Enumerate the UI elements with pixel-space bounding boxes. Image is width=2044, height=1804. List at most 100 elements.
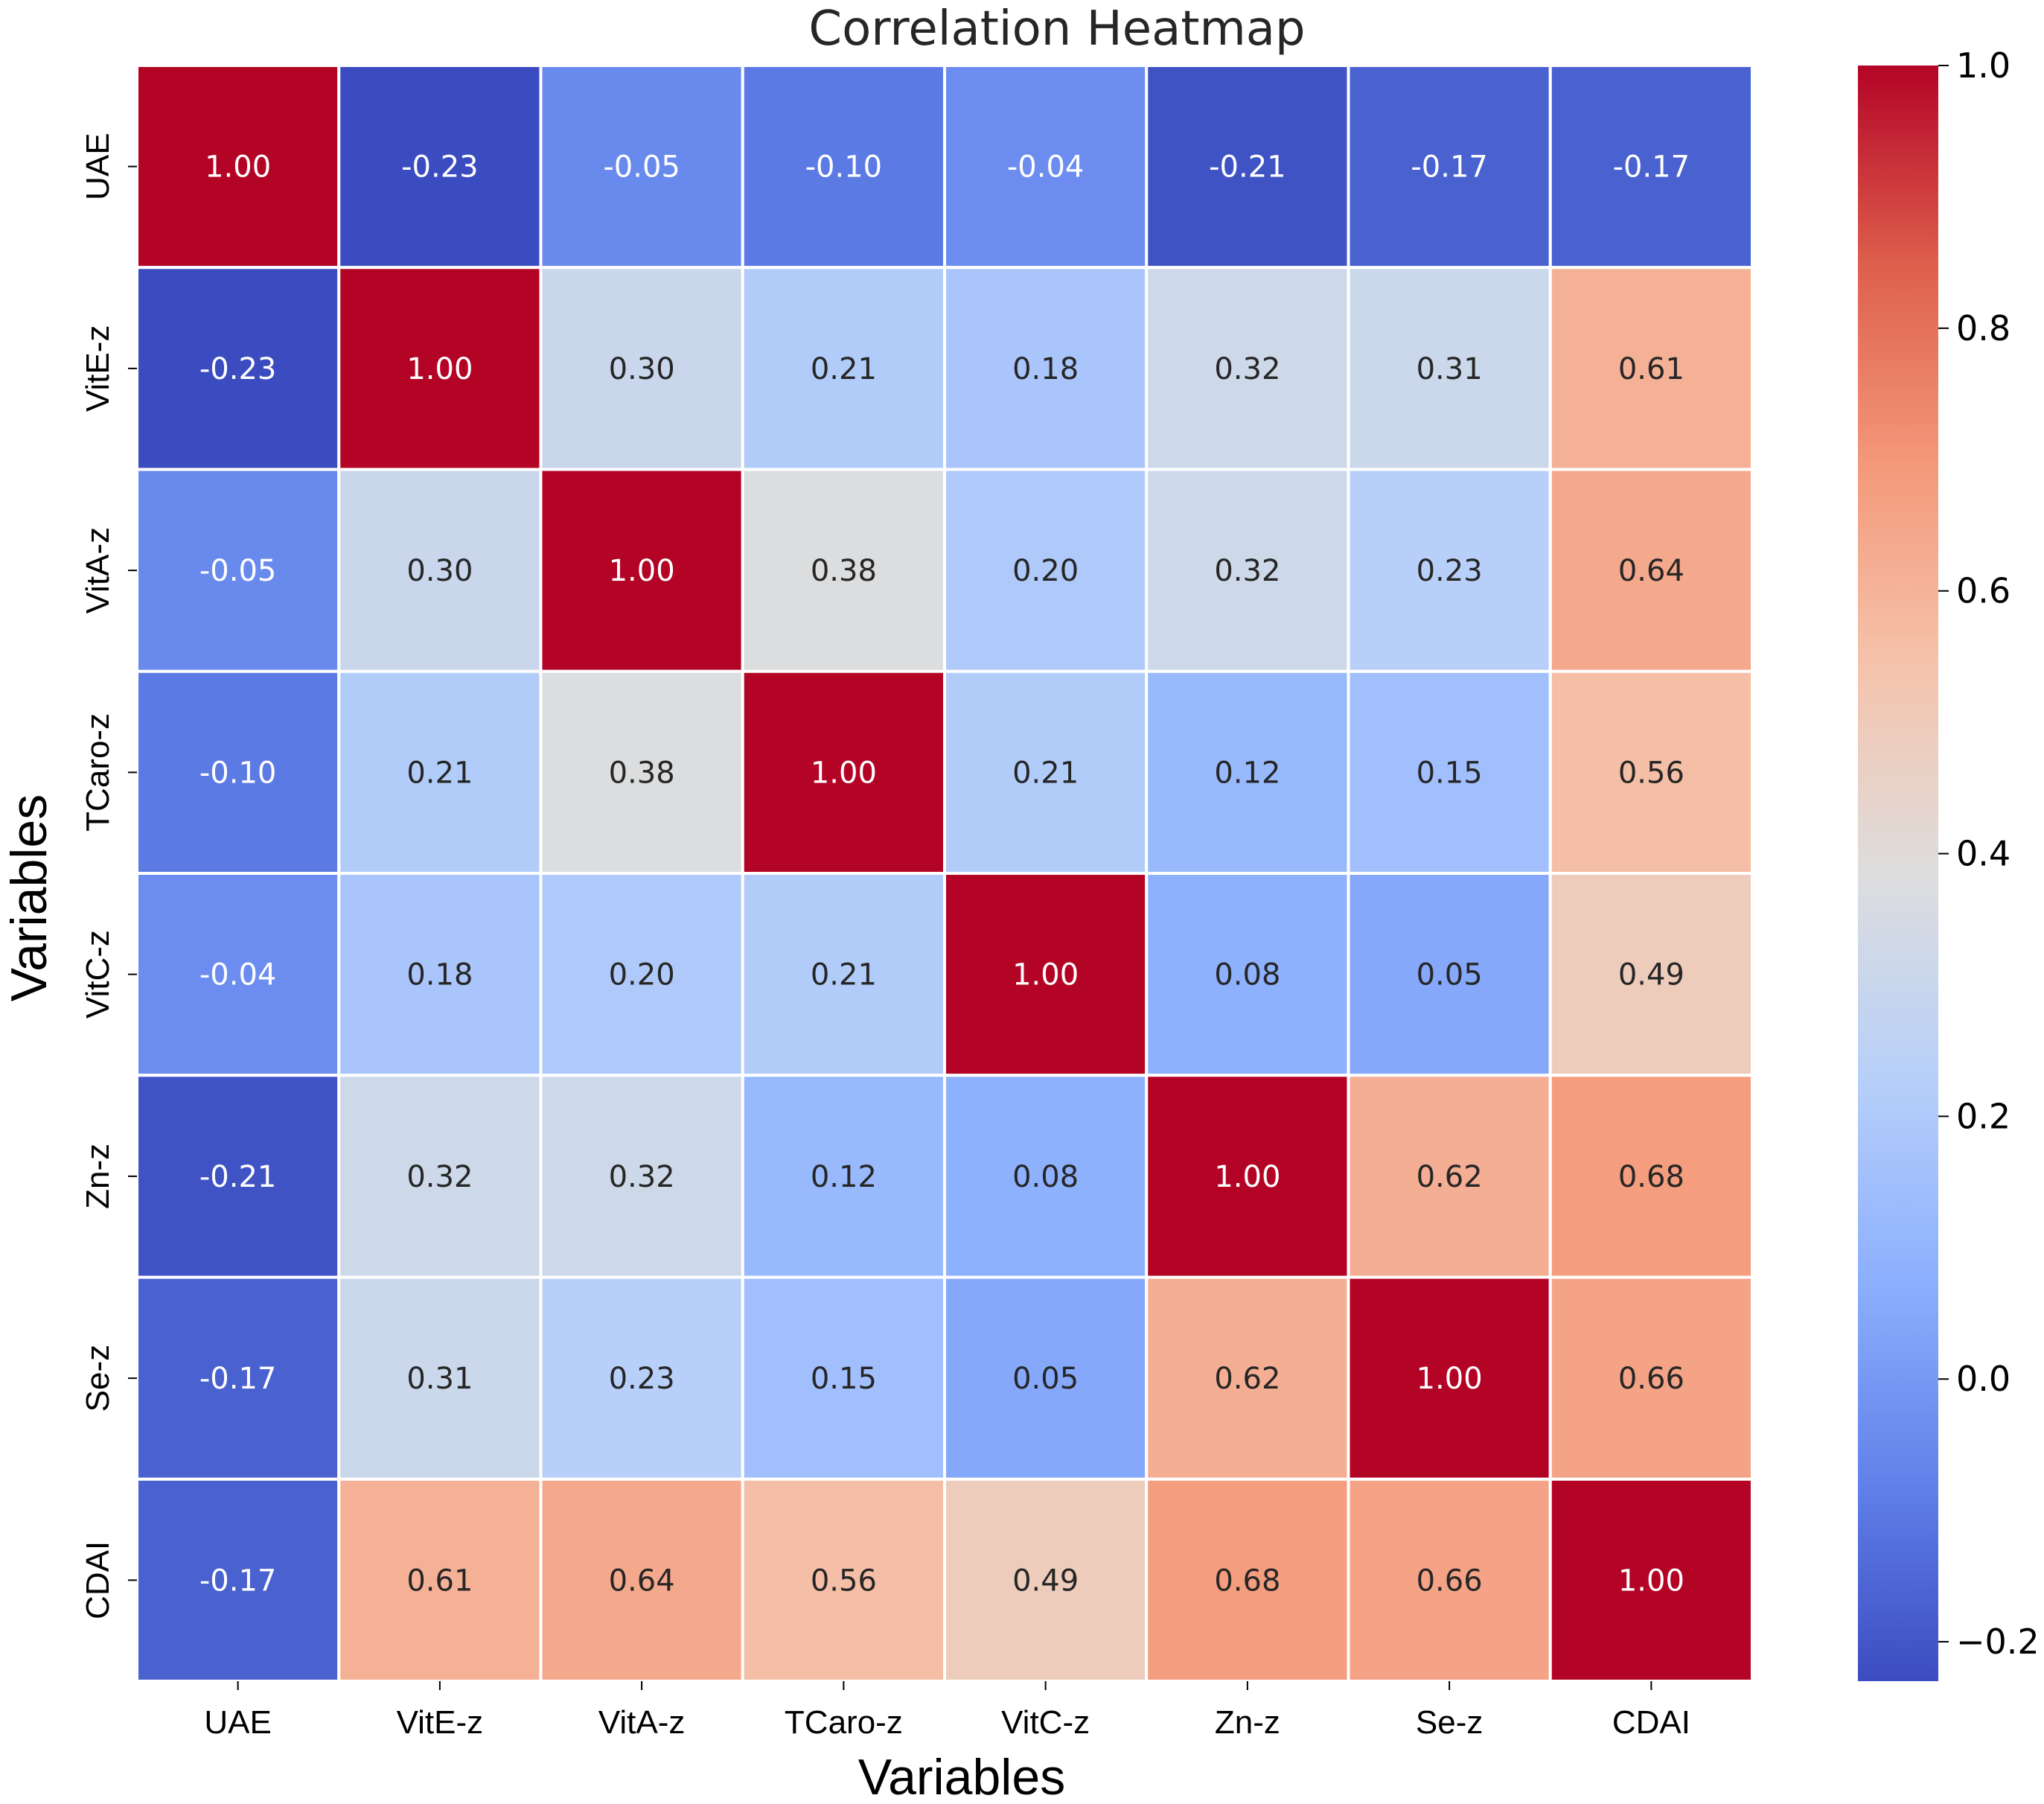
cell-value-label: 0.68 — [1618, 1160, 1684, 1194]
heatmap-cell — [1145, 1275, 1350, 1481]
cell-value-label: -0.17 — [1613, 150, 1690, 185]
cell-value-label: -0.05 — [199, 554, 277, 588]
cell-value-label: 0.18 — [1012, 352, 1079, 386]
heatmap-cell — [1145, 266, 1350, 471]
colorbar-tick-label: 0.2 — [1956, 1096, 2011, 1136]
heatmap-cell — [337, 468, 543, 673]
cell-value-label: 0.23 — [1417, 554, 1483, 588]
heatmap-cell — [135, 669, 341, 875]
heatmap-cell — [337, 266, 543, 471]
cell-value-label: 0.23 — [609, 1362, 675, 1396]
cell-value-label: 0.31 — [1417, 352, 1483, 386]
x-tick-label: VitA-z — [598, 1704, 686, 1741]
cell-value-label: 0.49 — [1618, 958, 1684, 992]
cell-value-label: 0.05 — [1012, 1362, 1079, 1396]
heatmap-cell — [943, 1477, 1149, 1683]
cell-value-label: 0.15 — [1417, 756, 1483, 790]
heatmap-cell — [741, 64, 946, 270]
cell-value-label: 0.32 — [1214, 554, 1280, 588]
y-tick-label: VitC-z — [80, 930, 116, 1019]
cell-value-label: 0.12 — [811, 1160, 877, 1194]
heatmap-cell — [1548, 468, 1754, 673]
heatmap-cell — [943, 468, 1149, 673]
colorbar-tick-label: −0.2 — [1956, 1622, 2040, 1662]
y-tick-label: Zn-z — [80, 1144, 116, 1209]
cell-value-label: 0.62 — [1417, 1160, 1483, 1194]
x-tick-label: Se-z — [1416, 1704, 1483, 1741]
cell-value-label: -0.23 — [401, 150, 479, 185]
y-axis-ticks: UAE VitE-z VitA-z TCaro-z VitC-z Zn-z Se-z CDAI — [80, 133, 137, 1619]
heatmap-cell — [1548, 872, 1754, 1077]
cell-value-label: -0.21 — [1209, 150, 1286, 185]
cell-value-label: 0.08 — [1214, 958, 1280, 992]
colorbar-tick-label: 1.0 — [1956, 45, 2011, 86]
heatmap-cell — [539, 1477, 744, 1683]
heatmap-cell — [943, 669, 1149, 875]
x-tick-label: VitC-z — [1001, 1704, 1090, 1741]
y-tick-label: Se-z — [80, 1345, 116, 1412]
cell-value-label: 1.00 — [406, 352, 473, 386]
chart-title: Correlation Heatmap — [808, 1, 1305, 57]
cell-value-label: 0.68 — [1214, 1564, 1280, 1598]
x-tick-label: VitE-z — [397, 1704, 484, 1741]
cell-value-label: 1.00 — [205, 150, 271, 185]
heatmap-cell — [741, 872, 946, 1077]
cell-value-label: -0.21 — [199, 1160, 277, 1194]
colorbar-tick-label: 0.0 — [1956, 1359, 2011, 1399]
heatmap-cell — [741, 468, 946, 673]
y-axis-label: Variables — [1, 794, 57, 1001]
heatmap-cell — [1548, 64, 1754, 270]
heatmap-cell — [1347, 1074, 1552, 1279]
y-tick-label: VitA-z — [80, 527, 116, 614]
heatmap-cell — [1548, 1275, 1754, 1481]
cell-value-label: 0.61 — [406, 1564, 473, 1598]
heatmap-cell — [1548, 1074, 1754, 1279]
cell-value-label: 0.21 — [406, 756, 473, 790]
cell-value-label: 0.62 — [1214, 1362, 1280, 1396]
cell-value-label: -0.17 — [199, 1362, 277, 1396]
cell-value-label: 0.38 — [811, 554, 877, 588]
colorbar-tick-label: 0.6 — [1956, 571, 2011, 611]
y-tick-label: TCaro-z — [80, 713, 116, 832]
cell-value-label: -0.05 — [603, 150, 680, 185]
y-tick-label: VitE-z — [80, 325, 116, 412]
cell-value-label: 1.00 — [1012, 958, 1079, 992]
cell-value-label: 1.00 — [1214, 1160, 1280, 1194]
cell-value-label: 0.12 — [1214, 756, 1280, 790]
heatmap-cell — [337, 1275, 543, 1481]
cell-value-label: 0.32 — [609, 1160, 675, 1194]
heatmap-cell — [1347, 468, 1552, 673]
x-tick-label: UAE — [204, 1704, 271, 1741]
x-tick-label: Zn-z — [1215, 1704, 1280, 1741]
heatmap-cell — [539, 1275, 744, 1481]
heatmap-cell — [1347, 1275, 1552, 1481]
x-tick-label: TCaro-z — [785, 1704, 903, 1741]
colorbar-tick-label: 0.8 — [1956, 308, 2011, 348]
cell-value-label: 0.31 — [406, 1362, 473, 1396]
cell-value-label: 0.56 — [1618, 756, 1684, 790]
heatmap-cell — [943, 1074, 1149, 1279]
cell-value-label: 0.66 — [1417, 1564, 1483, 1598]
cell-value-label: -0.17 — [1411, 150, 1488, 185]
heatmap-cell — [1145, 872, 1350, 1077]
heatmap-cell — [741, 266, 946, 471]
colorbar-ticks: −0.2 0.0 0.2 0.4 0.6 0.8 1.0 — [1938, 45, 2040, 1662]
cell-value-label: 0.15 — [811, 1362, 877, 1396]
cell-value-label: 0.32 — [1214, 352, 1280, 386]
cell-value-label: 0.21 — [1012, 756, 1079, 790]
cell-value-label: 0.20 — [1012, 554, 1079, 588]
cell-value-label: -0.10 — [805, 150, 883, 185]
cell-value-label: 0.21 — [811, 352, 877, 386]
cell-value-label: 0.08 — [1012, 1160, 1079, 1194]
heatmap-cell — [337, 64, 543, 270]
heatmap-cell — [1548, 1477, 1754, 1683]
colorbar: −0.2 0.0 0.2 0.4 0.6 0.8 1.0 — [1858, 45, 2040, 1681]
cell-value-label: 1.00 — [1417, 1362, 1483, 1396]
heatmap-cell — [1347, 669, 1552, 875]
heatmap-cell — [1347, 872, 1552, 1077]
cell-value-label: 0.21 — [811, 958, 877, 992]
cell-value-label: 1.00 — [811, 756, 877, 790]
heatmap-cell — [1145, 468, 1350, 673]
y-tick-label: UAE — [80, 133, 116, 200]
